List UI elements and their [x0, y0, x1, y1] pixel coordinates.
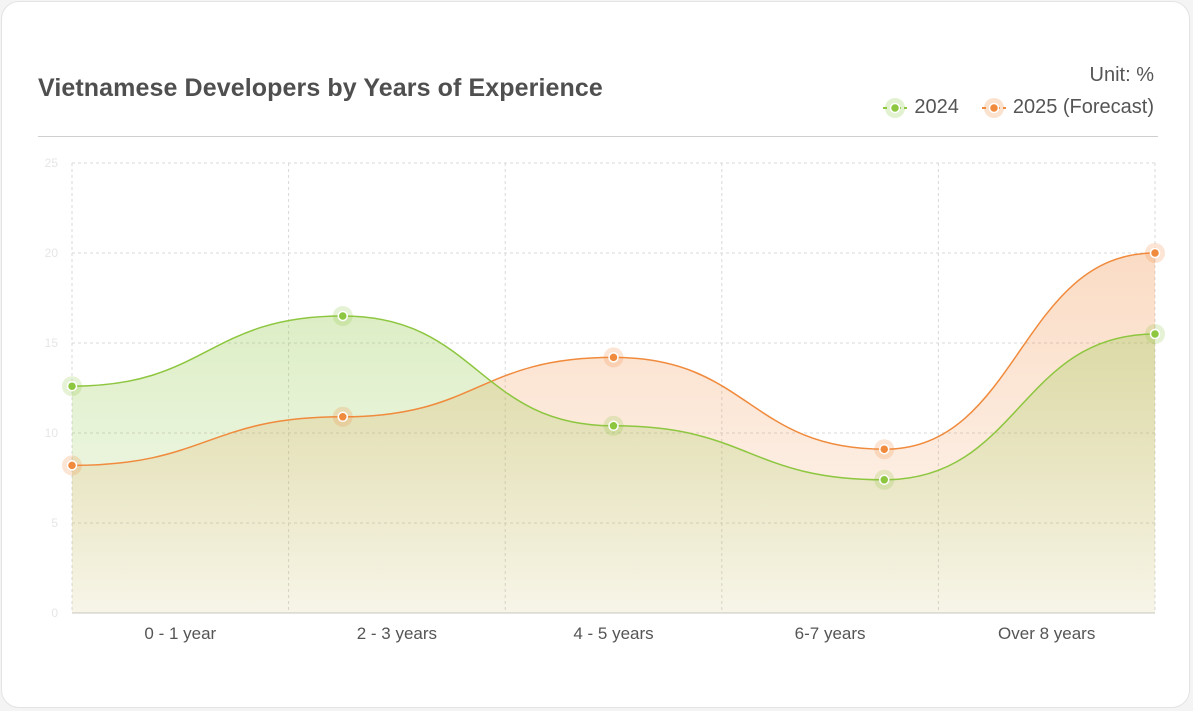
y-tick-label-0: 0 [51, 606, 58, 620]
point-series-1-0 [66, 460, 78, 471]
point-series-1-1 [337, 411, 348, 423]
area-series-0 [72, 316, 1155, 613]
y-tick-label-5: 25 [45, 156, 59, 170]
y-tick-label-1: 5 [51, 516, 58, 530]
legend-label-2024: 2024 [914, 96, 959, 118]
y-tick-label-3: 15 [45, 336, 59, 350]
point-series-1-2 [608, 352, 619, 363]
x-tick-label-3: 6-7 years [795, 624, 866, 643]
unit-label: Unit: % [1089, 64, 1154, 86]
line-series-1 [71, 252, 1156, 467]
x-tick-label-4: Over 8 years [998, 624, 1095, 643]
legend-item-2025[interactable]: 2025 (Forecast) [981, 96, 1154, 119]
point-series-0-1 [337, 310, 348, 322]
legend-swatch-2025 [981, 97, 1006, 118]
legend-item-2024[interactable]: 2024 [882, 96, 959, 119]
point-series-0-3 [879, 474, 890, 486]
legend-label-2025: 2025 (Forecast) [1012, 96, 1154, 118]
chart-title: Vietnamese Developers by Years of Experi… [38, 74, 603, 102]
areas [72, 253, 1155, 613]
points [62, 243, 1165, 490]
x-tick-label-1: 2 - 3 years [357, 624, 437, 643]
axis-labels: 0 5 10 15 20 25 0 - 1 year 2 - 3 years 4 - 5 yea… [45, 156, 1096, 643]
x-tick-label-0: 0 - 1 year [144, 624, 216, 643]
point-series-1-3 [879, 443, 890, 455]
point-series-0-0 [66, 380, 78, 392]
header-divider [38, 136, 1158, 137]
legend: 2024 2025 (Forecast) [882, 96, 1154, 119]
point-series-0-4 [1149, 328, 1161, 340]
x-tick-label-2: 4 - 5 years [573, 624, 653, 643]
y-tick-label-2: 10 [45, 426, 59, 440]
legend-swatch-2024 [883, 97, 908, 118]
y-tick-label-4: 20 [45, 246, 59, 260]
point-series-1-4 [1149, 247, 1161, 259]
point-series-0-2 [608, 420, 619, 432]
